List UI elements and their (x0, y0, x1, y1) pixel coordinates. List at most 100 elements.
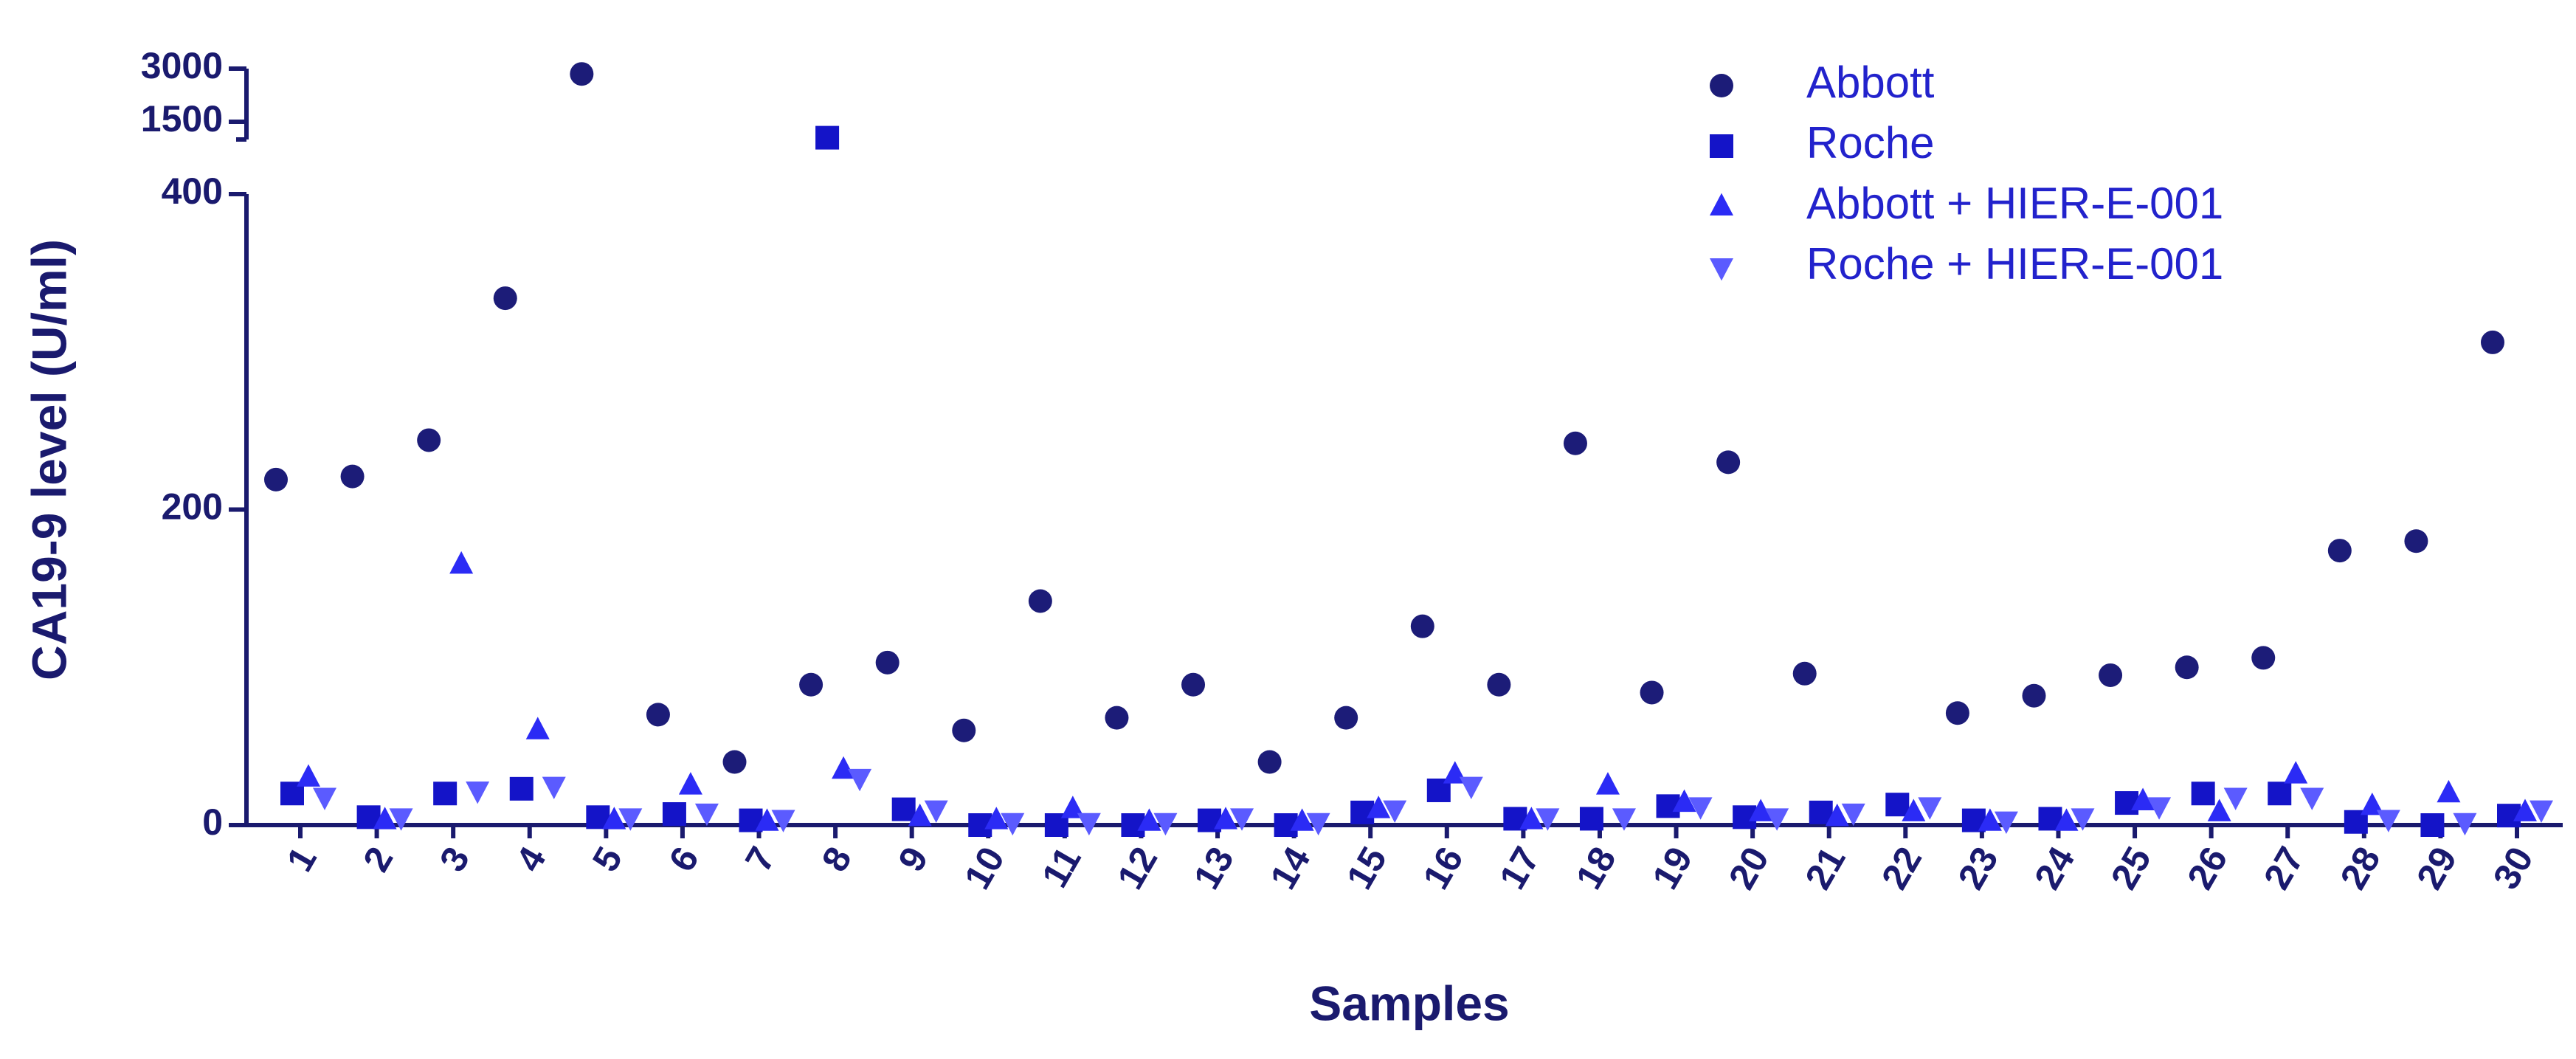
data-point (848, 768, 872, 792)
data-point (1595, 772, 1620, 795)
data-point (2284, 761, 2308, 784)
data-point (1060, 796, 1085, 818)
x-tick-label: 7 (737, 840, 783, 878)
data-point (891, 797, 916, 821)
data-point (2022, 683, 2046, 708)
legend-label: Roche + HIER-E-001 (1806, 239, 2223, 289)
data-point (1105, 706, 1129, 730)
data-point (389, 808, 413, 831)
data-point (722, 750, 747, 774)
data-point (1153, 813, 1178, 836)
x-tick-label: 4 (508, 840, 553, 878)
data-point (1688, 797, 1713, 820)
data-point (313, 787, 336, 810)
data-point (875, 650, 899, 675)
x-tick-label: 11 (1034, 840, 1089, 894)
data-point (2437, 779, 2461, 803)
y-tick-label: 200 (162, 486, 223, 528)
data-point (1383, 800, 1407, 824)
data-point (525, 717, 550, 739)
legend-marker (1710, 193, 1733, 215)
x-tick-label: 12 (1109, 840, 1165, 896)
data-point (1230, 808, 1254, 831)
data-point (1410, 614, 1434, 638)
data-point (2404, 529, 2428, 553)
data-point (1290, 808, 1314, 831)
x-tick-label: 23 (1950, 840, 2006, 896)
legend-marker (1710, 134, 1733, 158)
data-point (1792, 661, 1817, 686)
x-tick-label: 13 (1186, 840, 1242, 896)
data-point (1487, 672, 1511, 697)
data-point (2223, 787, 2248, 810)
x-tick-label: 1 (279, 840, 325, 878)
data-point (1994, 811, 2018, 834)
data-point (542, 776, 566, 799)
data-point (1367, 796, 1391, 818)
x-tick-label: 6 (660, 840, 706, 878)
data-point (264, 467, 288, 491)
data-point (1918, 797, 1942, 820)
data-point (1978, 808, 2002, 831)
data-point (1579, 807, 1603, 831)
x-tick-label: 24 (2026, 840, 2082, 896)
data-point (2115, 791, 2139, 815)
data-point (2481, 330, 2504, 354)
legend-label: Abbott (1806, 58, 1935, 107)
data-point (509, 776, 533, 801)
data-point (1612, 808, 1636, 831)
data-point (373, 807, 397, 829)
data-point (1028, 589, 1052, 613)
data-point (570, 62, 594, 86)
x-tick-label: 3 (432, 840, 477, 878)
data-point (1640, 680, 1664, 705)
data-point (952, 718, 976, 742)
data-point (602, 807, 626, 829)
x-tick-label: 22 (1874, 840, 1930, 896)
y-tick-label: 3000 (141, 45, 223, 86)
data-point (662, 802, 686, 827)
data-point (618, 808, 643, 831)
data-point (815, 125, 840, 150)
data-point (1137, 808, 1161, 831)
data-point (1214, 807, 1238, 829)
x-tick-label: 14 (1262, 840, 1318, 896)
x-axis-title: Samples (1309, 976, 1509, 1030)
data-point (2054, 808, 2079, 831)
data-point (2175, 655, 2199, 680)
data-point (1749, 798, 1773, 821)
data-point (2099, 663, 2123, 687)
x-tick-label: 17 (1491, 840, 1547, 896)
data-point (1902, 798, 1926, 821)
x-tick-label: 30 (2485, 840, 2541, 896)
x-tick-label: 8 (814, 840, 860, 878)
data-point (1077, 813, 1101, 836)
data-point (1841, 803, 1865, 827)
data-point (2530, 800, 2553, 824)
data-point (2300, 787, 2324, 810)
data-point (678, 772, 702, 795)
data-point (1716, 450, 1741, 475)
x-tick-label: 9 (890, 840, 936, 878)
data-point (646, 703, 670, 727)
data-point (1885, 793, 1910, 817)
x-tick-label: 16 (1415, 840, 1471, 896)
data-point (1257, 750, 1282, 774)
data-point (799, 672, 823, 697)
data-point (2513, 798, 2537, 821)
y-tick-label: 0 (202, 801, 223, 843)
y-axis-title: CA19-9 level (U/ml) (21, 239, 76, 680)
data-point (433, 782, 457, 806)
x-tick-label: 10 (956, 840, 1012, 896)
data-point (1334, 706, 1358, 730)
data-point (1825, 803, 1849, 827)
data-point (1001, 813, 1025, 836)
data-point (2453, 813, 2477, 836)
data-point (908, 803, 932, 827)
y-tick-label: 400 (162, 170, 223, 212)
x-tick-label: 2 (355, 840, 401, 878)
data-point (2268, 782, 2292, 806)
x-tick-label: 29 (2408, 840, 2465, 896)
data-point (2251, 646, 2276, 670)
